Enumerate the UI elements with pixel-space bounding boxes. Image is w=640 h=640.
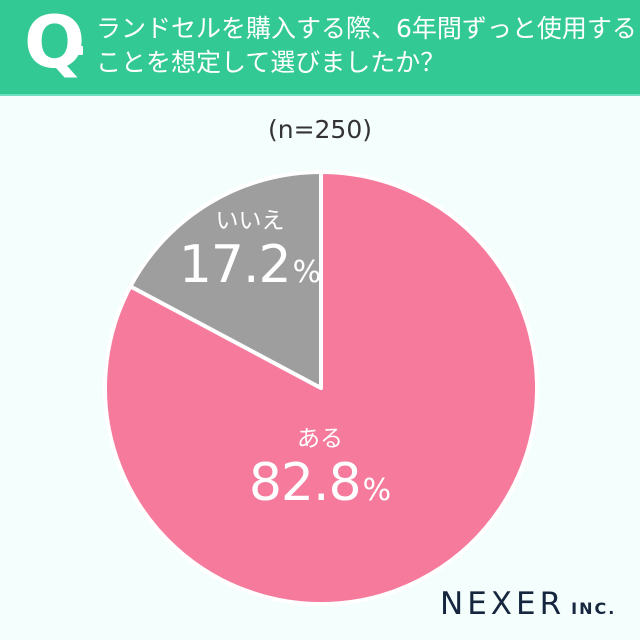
slice-category-no: いいえ: [215, 208, 285, 234]
question-header: Q ランドセルを購入する際、6年間ずっと使用する ことを想定して選びましたか？: [0, 0, 640, 96]
slice-unit-no: %: [292, 255, 322, 290]
question-line-2: ことを想定して選びましたか？: [96, 48, 446, 77]
slice-category-yes: ある: [297, 426, 343, 452]
slice-number-no: 17.2: [178, 235, 292, 295]
slice-value-no: 17.2%: [170, 235, 330, 307]
logo-main: NEXER: [440, 586, 566, 622]
slice-value-yes: 82.8%: [230, 453, 410, 525]
slice-unit-yes: %: [362, 473, 392, 508]
pie-slice-no: [128, 170, 323, 390]
slice-number-yes: 82.8: [248, 453, 362, 513]
sample-size-label: (n=250): [267, 115, 373, 144]
q-mark: Q: [24, 0, 85, 84]
question-text: ランドセルを購入する際、6年間ずっと使用する ことを想定して選びましたか？: [96, 12, 637, 80]
slice-label-no: いいえ 17.2%: [170, 207, 330, 307]
nexer-logo: NEXER INC.: [440, 586, 616, 622]
slice-label-yes: ある 82.8%: [230, 425, 410, 525]
q-dot: [74, 46, 83, 55]
logo-sub: INC.: [571, 599, 617, 618]
question-line-1: ランドセルを購入する際、6年間ずっと使用する: [96, 14, 637, 43]
